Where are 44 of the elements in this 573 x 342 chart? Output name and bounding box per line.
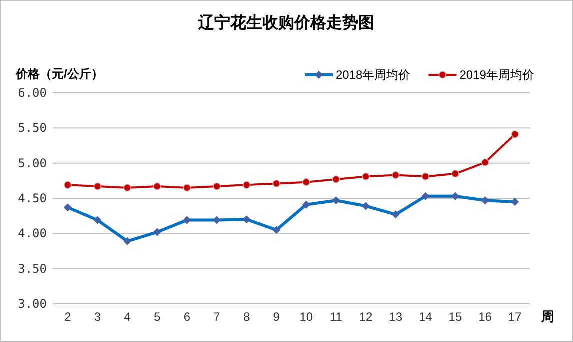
point xyxy=(64,181,72,190)
legend-label: 2019年周均价 xyxy=(460,68,534,82)
point xyxy=(362,172,370,181)
chart-title: 辽宁花生收购价格走势图 xyxy=(198,13,374,32)
x-tick-label: 2 xyxy=(64,310,72,324)
x-tick-label: 14 xyxy=(418,310,433,324)
x-tick-label: 3 xyxy=(94,310,102,324)
y-tick-label: 3.00 xyxy=(18,297,47,311)
x-tick-label: 17 xyxy=(508,310,522,324)
point xyxy=(511,130,519,138)
x-tick-label: 12 xyxy=(359,310,374,324)
x-tick-label: 10 xyxy=(300,310,314,324)
x-tick-label: 11 xyxy=(330,310,343,324)
x-tick-label: 5 xyxy=(154,310,161,324)
x-axis-title: 周 xyxy=(540,309,554,324)
x-tick-label: 4 xyxy=(124,310,132,324)
legend-label: 2018年周均价 xyxy=(336,68,411,82)
y-tick-label: 6.00 xyxy=(18,86,47,100)
y-tick-label: 5.00 xyxy=(18,156,47,170)
y-tick-label: 4.50 xyxy=(18,192,47,206)
point xyxy=(481,158,490,167)
point xyxy=(332,176,340,184)
point xyxy=(94,182,102,190)
point xyxy=(153,182,162,190)
x-tick-label: 15 xyxy=(448,310,462,324)
point xyxy=(242,181,251,190)
point xyxy=(392,171,400,180)
point xyxy=(302,178,310,186)
y-tick-label: 5.50 xyxy=(18,121,47,136)
point xyxy=(124,184,132,192)
x-tick-label: 8 xyxy=(243,310,250,324)
point xyxy=(213,182,221,190)
point xyxy=(183,184,192,192)
x-tick-label: 6 xyxy=(184,310,191,324)
y-axis-title: 价格（元/公斤） xyxy=(15,67,104,81)
point xyxy=(272,180,280,188)
point xyxy=(422,172,430,181)
y-tick-label: 3.50 xyxy=(18,262,47,276)
x-tick-label: 13 xyxy=(389,310,403,324)
x-tick-label: 7 xyxy=(214,310,221,324)
x-tick-label: 16 xyxy=(478,310,492,324)
y-tick-label: 4.00 xyxy=(18,226,47,241)
x-tick-label: 9 xyxy=(273,310,280,324)
point xyxy=(452,170,460,178)
